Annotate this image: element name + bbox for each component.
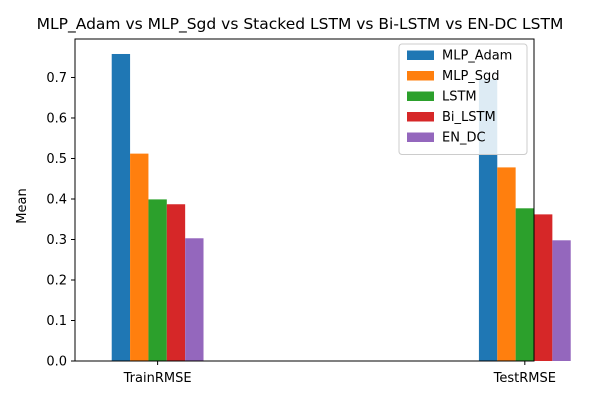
bar-mlp-sgd-testrmse [497,167,516,361]
chart-title: MLP_Adam vs MLP_Sgd vs Stacked LSTM vs B… [37,15,564,34]
bar-bi-lstm-testrmse [534,214,553,361]
y-tick-label: 0.0 [46,355,67,370]
legend-swatch [407,71,434,81]
y-tick-label: 0.3 [46,233,67,248]
legend-label: Bi_LSTM [442,110,496,125]
plot-frame [74,38,535,362]
y-tick-label: 0.1 [46,314,67,329]
y-ticks-group: 0.0 0.1 0.2 0.3 0.4 0.5 0.6 0.7 [46,71,75,370]
legend-swatch [407,112,434,122]
legend-label: MLP_Adam [442,49,512,64]
legend-swatch [407,91,434,101]
y-tick-label: 0.6 [46,111,67,126]
x-ticks-group: TrainRMSE TestRMSE [123,361,556,386]
legend-label: EN_DC [442,131,486,146]
bar-mlp-sgd-trainrmse [130,153,149,361]
bar-mlp-adam-trainrmse [111,53,131,361]
bar-lstm-trainrmse [148,199,167,361]
y-axis-label: Mean [15,188,30,223]
legend: MLP_Adam MLP_Sgd LSTM Bi_LSTM EN_DC [398,43,528,155]
x-tick-label: TrainRMSE [123,371,192,386]
x-tick-label: TestRMSE [493,371,556,386]
bar-bi-lstm-trainrmse [166,204,186,361]
y-tick-label: 0.7 [46,71,67,86]
bar-en-dc-trainrmse [185,238,204,361]
bar-en-dc-testrmse [552,240,571,361]
legend-label: LSTM [442,90,477,105]
y-tick-label: 0.5 [46,152,67,167]
legend-swatch [407,50,434,60]
legend-label: MLP_Sgd [442,69,500,84]
y-tick-label: 0.2 [46,273,67,288]
y-tick-label: 0.4 [46,192,67,207]
bar-lstm-testrmse [515,208,534,361]
legend-swatch [407,132,434,142]
